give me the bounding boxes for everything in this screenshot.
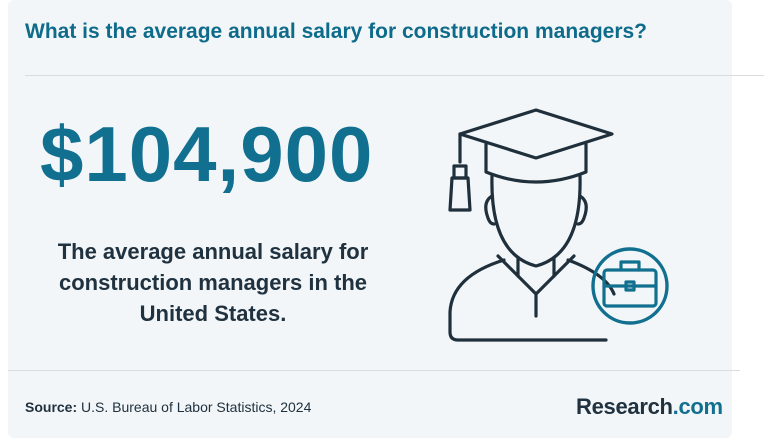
graduate-with-briefcase-icon <box>438 98 678 348</box>
bottom-divider <box>8 370 740 371</box>
top-divider <box>25 75 764 76</box>
source-label: Source: <box>25 399 78 415</box>
question-heading: What is the average annual salary for co… <box>25 20 648 43</box>
brand-suffix: .com <box>672 394 723 419</box>
infographic-card <box>8 0 732 438</box>
salary-value: $104,900 <box>40 110 374 198</box>
source-citation: Source: U.S. Bureau of Labor Statistics,… <box>25 399 311 415</box>
source-text: U.S. Bureau of Labor Statistics, 2024 <box>81 399 312 415</box>
salary-description: The average annual salary for constructi… <box>57 239 369 326</box>
brand-name: Research <box>576 394 673 419</box>
brand-logo: Research.com <box>576 394 723 420</box>
